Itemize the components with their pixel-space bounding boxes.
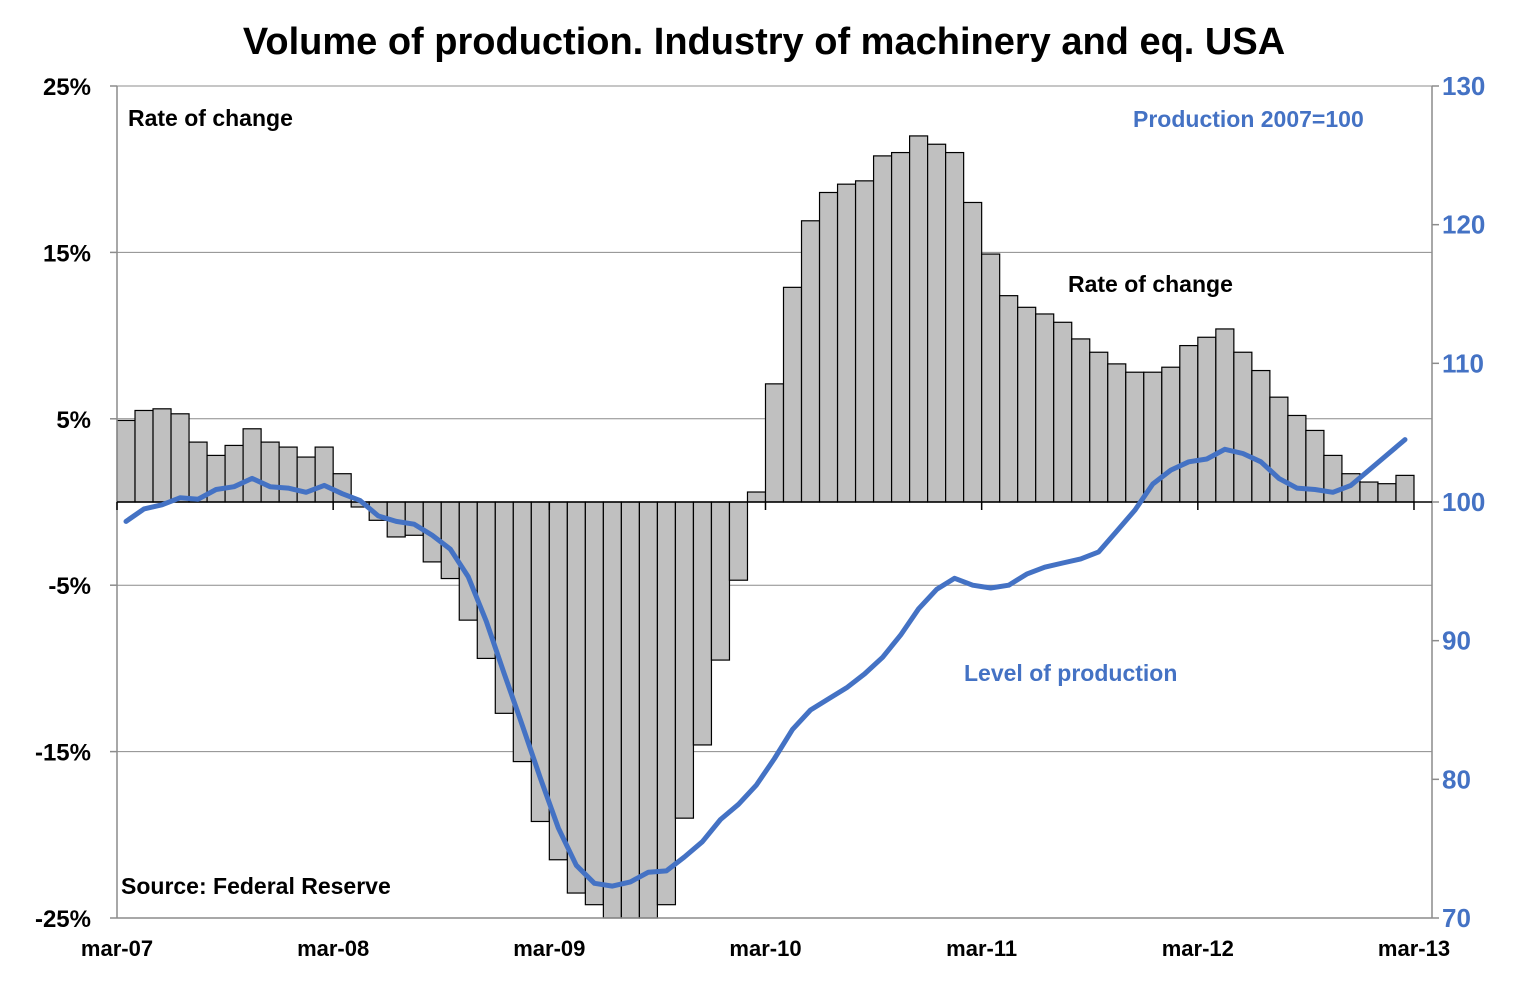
right-tick-label: 110: [1442, 348, 1484, 378]
right-tick-label: 80: [1442, 764, 1471, 794]
bar: [314, 446, 334, 503]
bar: [782, 286, 803, 503]
right-tick-label: 100: [1442, 487, 1485, 517]
left-tick-label: 5%: [56, 407, 91, 434]
bar: [296, 456, 316, 503]
bar: [620, 501, 640, 919]
bar: [818, 191, 839, 503]
bar: [945, 151, 965, 503]
right-axis-label: Production 2007=100: [1133, 106, 1364, 132]
x-tick-label: mar-08: [297, 936, 369, 961]
bar: [1197, 336, 1217, 503]
bar: [242, 428, 262, 503]
bar: [1089, 351, 1109, 503]
left-tick-label: -25%: [35, 906, 91, 933]
bar: [1179, 344, 1199, 503]
right-tick-label: 120: [1442, 210, 1485, 240]
bar: [152, 408, 172, 503]
left-axis-ticks: 25% 15% 5% -5% -15% -25%: [35, 74, 117, 933]
bar: [170, 413, 190, 503]
bar: [963, 201, 983, 503]
bar: [1395, 474, 1415, 503]
bar: [1053, 321, 1073, 503]
bar: [1071, 338, 1091, 503]
left-axis-label: Rate of change: [128, 105, 293, 131]
bar: [1377, 483, 1397, 503]
bar: [909, 135, 929, 503]
left-tick-label: 15%: [43, 240, 91, 267]
bar: [1017, 306, 1037, 503]
bar: [260, 441, 280, 503]
bar: [224, 444, 244, 503]
right-tick-label: 130: [1442, 71, 1485, 101]
bar: [728, 501, 749, 581]
x-tick-label: mar-10: [729, 936, 801, 961]
right-tick-label: 70: [1442, 903, 1471, 933]
bar: [584, 501, 604, 906]
bar: [854, 180, 875, 503]
x-tick-label: mar-13: [1378, 936, 1450, 961]
bar: [1359, 481, 1379, 503]
bar: [458, 501, 478, 621]
x-tick-label: mar-07: [81, 936, 153, 961]
bar: [494, 501, 514, 714]
production-level-line: [123, 437, 1408, 889]
line-series-annotation: Level of production: [964, 660, 1177, 686]
bar: [746, 491, 767, 503]
bar: [1161, 366, 1181, 503]
bar: [836, 183, 857, 503]
right-axis-ticks: 130 120 110 100 90 80 70: [1432, 71, 1485, 933]
bar: [981, 253, 1001, 503]
left-tick-label: 25%: [43, 74, 91, 101]
bar: [278, 446, 298, 503]
bar: [1215, 328, 1235, 503]
bar: [1233, 351, 1253, 503]
bar: [1251, 369, 1271, 503]
bar: [800, 220, 821, 503]
bar: [116, 419, 136, 503]
source-note: Source: Federal Reserve: [121, 873, 391, 899]
chart-title: Volume of production. Industry of machin…: [243, 21, 1285, 63]
bar: [1125, 371, 1145, 503]
bar: [602, 501, 622, 919]
bar: [134, 409, 154, 503]
line-series: [123, 437, 1408, 889]
bar: [566, 501, 586, 894]
bar: [999, 295, 1019, 503]
bar-series: [116, 135, 1415, 919]
bar: [1035, 313, 1055, 503]
bar: [927, 143, 947, 503]
left-tick-label: -5%: [48, 573, 91, 600]
bar: [692, 501, 713, 746]
bar: [1107, 363, 1127, 503]
bar: [440, 501, 460, 580]
x-axis-ticks: mar-07 mar-08 mar-09 mar-10 mar-11 mar-12 mar-…: [81, 502, 1450, 961]
bar: [872, 155, 893, 503]
bar: [1269, 396, 1289, 503]
x-tick-label: mar-09: [513, 936, 585, 961]
left-tick-label: -15%: [35, 740, 91, 767]
right-tick-label: 90: [1442, 626, 1471, 656]
x-tick-label: mar-12: [1162, 936, 1234, 961]
bar-series-annotation: Rate of change: [1068, 271, 1233, 297]
bar: [1323, 454, 1343, 503]
bar: [674, 501, 695, 819]
x-tick-label: mar-11: [946, 936, 1017, 961]
bar: [764, 383, 785, 503]
bar: [656, 501, 677, 906]
bar: [890, 151, 911, 503]
bar: [638, 501, 659, 919]
axes: [116, 86, 1433, 919]
bar: [710, 501, 731, 661]
